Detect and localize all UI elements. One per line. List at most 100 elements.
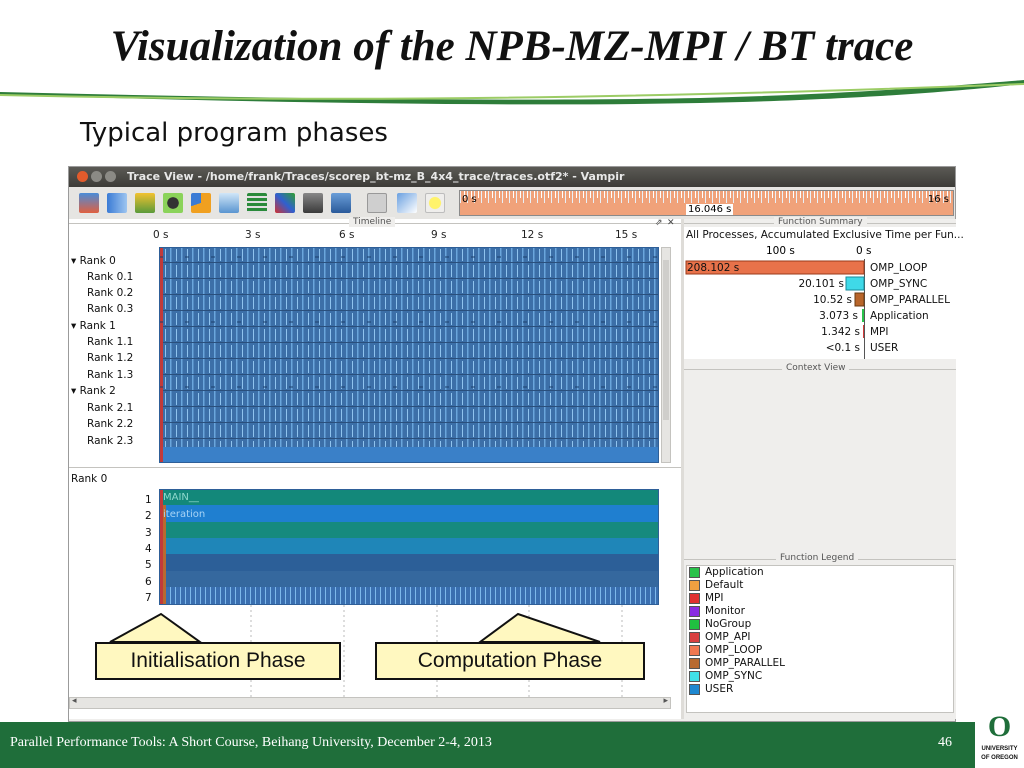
level-label: 2: [145, 510, 152, 522]
context-view-panel: [684, 375, 956, 555]
logo-o: O: [987, 710, 1012, 743]
tick-3s: 3 s: [245, 229, 261, 241]
tick-6s: 6 s: [339, 229, 355, 241]
university-logo: O UNIVERSITY OF OREGON: [975, 710, 1024, 768]
process-timeline-trace[interactable]: [159, 489, 659, 605]
io-summary-icon[interactable]: [303, 193, 323, 213]
horizontal-scrollbar[interactable]: ◂ ▸: [69, 696, 671, 709]
scrollbar-thumb[interactable]: [663, 260, 669, 420]
legend-item[interactable]: Application: [689, 566, 764, 578]
fs-value: 208.102 s: [687, 262, 740, 274]
legend-item[interactable]: MPI: [689, 592, 724, 604]
fs-value: 1.342 s: [821, 326, 860, 338]
close-panel-icon[interactable]: ✕: [667, 218, 675, 228]
tick-12s: 12 s: [521, 229, 544, 241]
function-summary-bars[interactable]: [684, 259, 956, 359]
fs-name: USER: [870, 342, 899, 354]
legend-item[interactable]: OMP_LOOP: [689, 644, 762, 656]
footer-text: Parallel Performance Tools: A Short Cour…: [10, 735, 492, 750]
tick-9s: 9 s: [431, 229, 447, 241]
legend-item[interactable]: OMP_PARALLEL: [689, 657, 785, 669]
legend-item[interactable]: USER: [689, 683, 733, 695]
rank-label: Rank 0.3: [87, 303, 134, 315]
iteration-function-label: iteration: [163, 509, 206, 520]
panel-splitter[interactable]: [681, 219, 684, 719]
master-timeline-icon[interactable]: [79, 193, 99, 213]
rank-label: Rank 1.1: [87, 336, 134, 348]
computation-phase-callout: Computation Phase: [375, 642, 645, 680]
function-summary-header: All Processes, Accumulated Exclusive Tim…: [686, 229, 964, 241]
process-rank-label: Rank 0: [71, 473, 108, 485]
function-summary-section-label: Function Summary: [774, 217, 867, 227]
level-label: 7: [145, 592, 152, 604]
function-summary-icon[interactable]: [191, 193, 211, 213]
logo-line-1: UNIVERSITY: [981, 746, 1018, 752]
rank-label: Rank 0.2: [87, 287, 134, 299]
footer-bar: [0, 722, 975, 768]
rank-label: Rank 2.3: [87, 435, 134, 447]
context-view-section-label: Context View: [782, 363, 850, 373]
rank-0-group[interactable]: ▾ Rank 0: [71, 255, 116, 267]
page-number: 46: [938, 735, 952, 750]
legend-item[interactable]: OMP_SYNC: [689, 670, 762, 682]
group-filter-icon[interactable]: [367, 193, 387, 213]
axis-right-label: 0 s: [856, 245, 872, 257]
tick-15s: 15 s: [615, 229, 638, 241]
level-label: 6: [145, 576, 152, 588]
level-label: 1: [145, 494, 152, 506]
fs-value: 10.52 s: [813, 294, 852, 306]
level-label: 4: [145, 543, 152, 555]
function-legend-panel: Application Default MPI Monitor NoGroup …: [686, 565, 954, 713]
rank-label: Rank 2.1: [87, 402, 134, 414]
rank-2-group[interactable]: ▾ Rank 2: [71, 385, 116, 397]
legend-item[interactable]: Monitor: [689, 605, 745, 617]
slide-title: Visualization of the NPB-MZ-MPI / BT tra…: [110, 23, 914, 70]
main-function-label: MAIN__: [163, 492, 199, 503]
message-summary-icon[interactable]: [219, 193, 239, 213]
call-tree-icon[interactable]: [331, 193, 351, 213]
function-summary-panel: All Processes, Accumulated Exclusive Tim…: [684, 227, 964, 359]
rank-label: Rank 0.1: [87, 271, 134, 283]
rank-label: Rank 2.2: [87, 418, 134, 430]
close-icon[interactable]: [77, 171, 88, 182]
legend-item[interactable]: OMP_API: [689, 631, 751, 643]
legend-item[interactable]: Default: [689, 579, 743, 591]
minimize-icon[interactable]: [91, 171, 102, 182]
level-label: 3: [145, 527, 152, 539]
pin-icon[interactable]: [397, 193, 417, 213]
communication-matrix-icon[interactable]: [275, 193, 295, 213]
function-legend-section-label: Function Legend: [776, 553, 859, 563]
rank-1-group[interactable]: ▾ Rank 1: [71, 320, 116, 332]
slide-subtitle: Typical program phases: [80, 118, 388, 148]
rank-label: Rank 1.3: [87, 369, 134, 381]
level-label: 5: [145, 559, 152, 571]
fs-value: 3.073 s: [819, 310, 858, 322]
zoom-overview[interactable]: 0 s 16 s 16.046 s: [459, 190, 954, 216]
window-title: Trace View - /home/frank/Traces/scorep_b…: [127, 170, 625, 183]
legend-item[interactable]: NoGroup: [689, 618, 751, 630]
scroll-left-icon[interactable]: ◂: [72, 696, 77, 706]
timeline-scrollbar[interactable]: [661, 247, 671, 463]
tick-0s: 0 s: [153, 229, 169, 241]
performance-radar-icon[interactable]: [163, 193, 183, 213]
fs-value: <0.1 s: [825, 342, 860, 354]
hint-bulb-icon[interactable]: [425, 193, 445, 213]
process-summary-icon[interactable]: [247, 193, 267, 213]
axis-left-label: 100 s: [766, 245, 795, 257]
undock-icon[interactable]: ⇗: [655, 218, 663, 228]
timeline-section-label: Timeline: [349, 217, 396, 227]
fs-name: OMP_PARALLEL: [870, 294, 950, 306]
fs-name: OMP_SYNC: [870, 278, 928, 290]
rank-label: Rank 1.2: [87, 352, 134, 364]
window-titlebar[interactable]: Trace View - /home/frank/Traces/scorep_b…: [69, 167, 955, 187]
right-panels: Function Summary All Processes, Accumula…: [684, 217, 964, 719]
fs-value: 20.101 s: [798, 278, 844, 290]
fs-name: MPI: [870, 326, 889, 338]
counter-timeline-icon[interactable]: [135, 193, 155, 213]
initialisation-phase-callout: Initialisation Phase: [95, 642, 341, 680]
overview-end: 16 s: [927, 194, 949, 205]
process-timeline-icon[interactable]: [107, 193, 127, 213]
master-timeline-trace[interactable]: [159, 247, 659, 463]
maximize-icon[interactable]: [105, 171, 116, 182]
scroll-right-icon[interactable]: ▸: [663, 696, 668, 706]
